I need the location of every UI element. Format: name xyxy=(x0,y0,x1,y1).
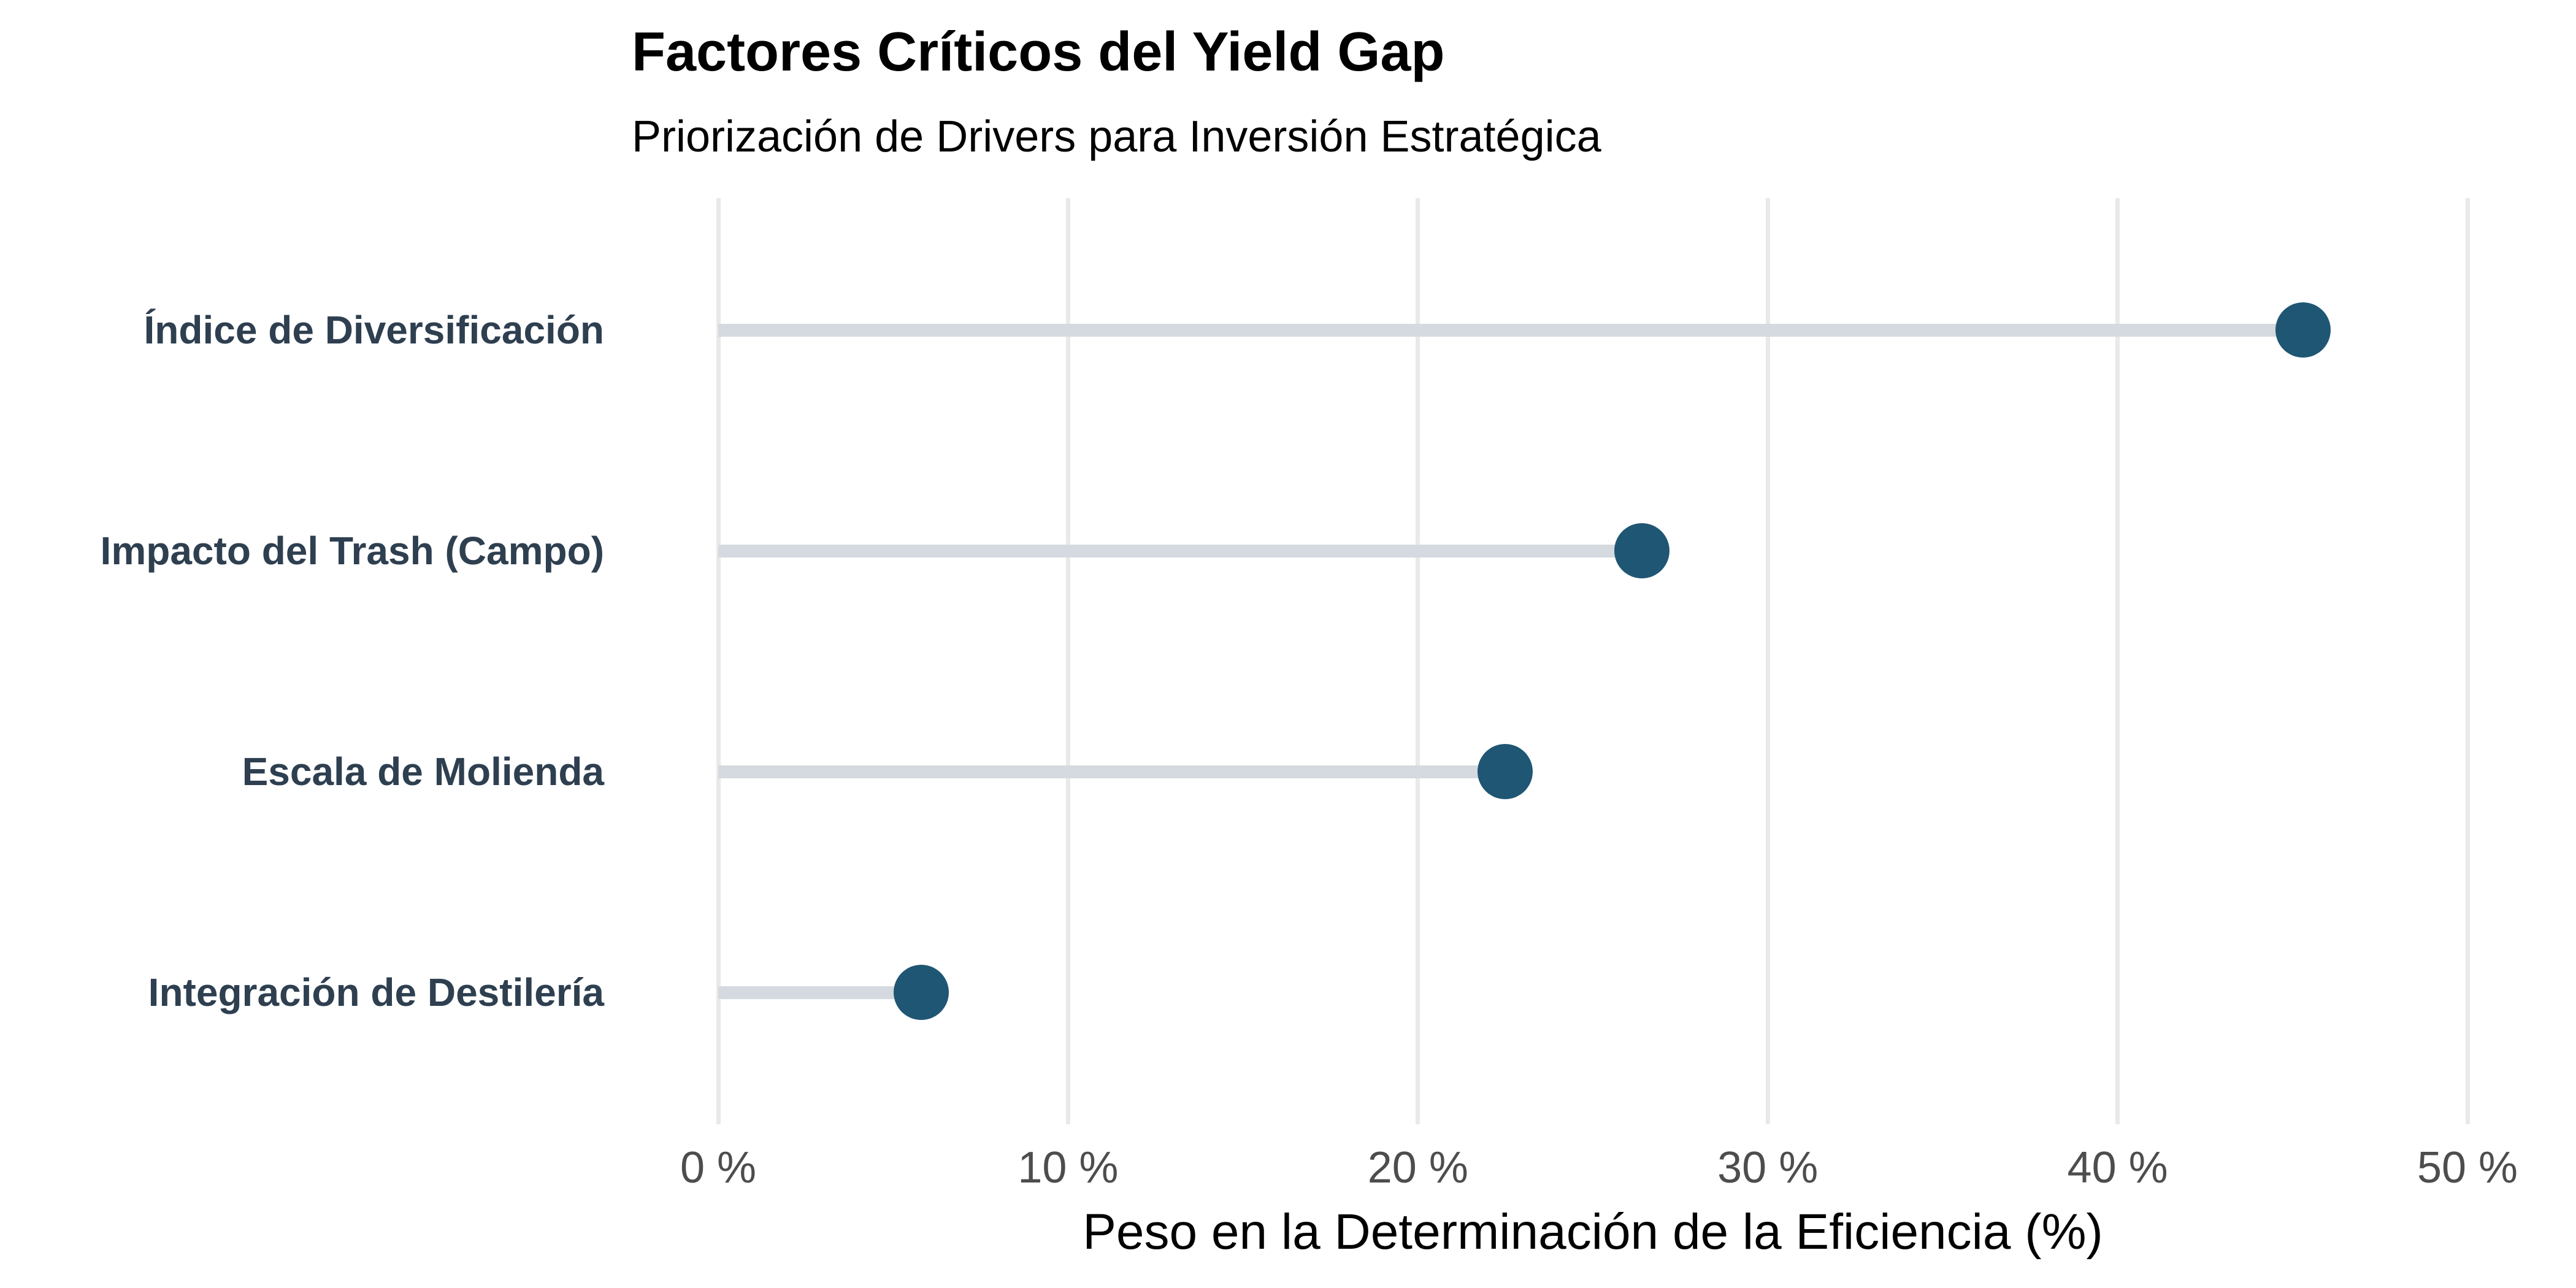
gridline-40 xyxy=(2115,198,2120,1124)
x-tick-label: 20 % xyxy=(1367,1143,1468,1192)
gridline-0 xyxy=(716,198,721,1124)
lollipop-stem xyxy=(718,323,2303,337)
lollipop-stem xyxy=(718,544,1642,558)
gridline-10 xyxy=(1065,198,1070,1124)
lollipop-dot xyxy=(1614,523,1669,578)
x-tick-label: 50 % xyxy=(2417,1143,2518,1192)
chart-subtitle: Priorización de Drivers para Inversión E… xyxy=(632,112,1601,161)
category-label: Escala de Molienda xyxy=(242,749,604,794)
x-axis-title: Peso en la Determinación de la Eficienci… xyxy=(1083,1204,2103,1260)
category-label: Índice de Diversificación xyxy=(144,308,605,352)
chart-title: Factores Críticos del Yield Gap xyxy=(632,21,1445,83)
lollipop-dot xyxy=(2275,302,2331,358)
lollipop-dot xyxy=(893,965,949,1020)
x-tick-label: 10 % xyxy=(1018,1143,1119,1192)
x-tick-label: 40 % xyxy=(2067,1143,2168,1192)
lollipop-dot xyxy=(1478,744,1533,799)
gridline-50 xyxy=(2465,198,2470,1124)
category-label: Impacto del Trash (Campo) xyxy=(100,529,604,573)
x-tick-label: 0 % xyxy=(680,1143,757,1192)
gridline-30 xyxy=(1765,198,1770,1124)
category-label: Integración de Destilería xyxy=(148,970,604,1014)
lollipop-stem xyxy=(718,986,921,999)
x-tick-label: 30 % xyxy=(1717,1143,1819,1192)
lollipop-stem xyxy=(718,765,1506,778)
gridline-20 xyxy=(1416,198,1420,1124)
